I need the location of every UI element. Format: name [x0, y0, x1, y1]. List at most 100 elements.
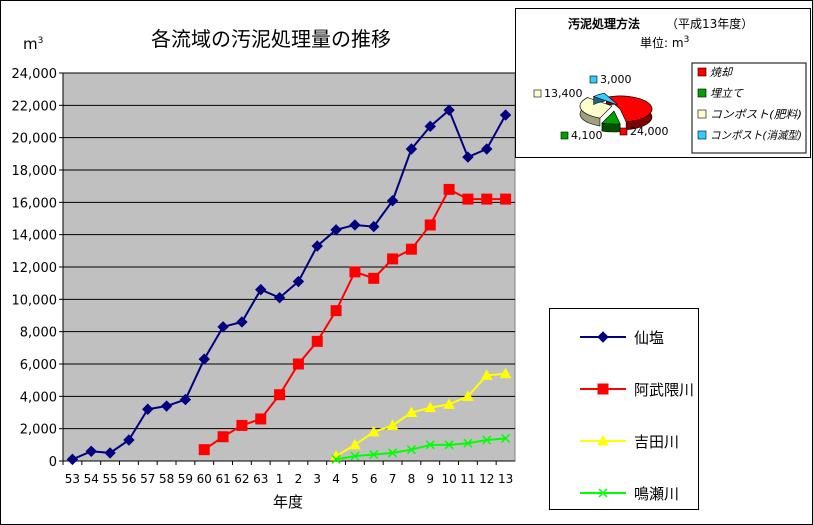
y-tick-label: 16,000 [12, 196, 58, 211]
y-tick-label: 24,000 [12, 67, 58, 82]
data-point-square [349, 266, 361, 278]
data-point-diamond [368, 220, 380, 233]
x-tick-label: 56 [121, 472, 136, 486]
data-point-square [311, 335, 323, 347]
data-point-x-stroke [444, 440, 454, 450]
data-point-diamond [443, 104, 455, 116]
data-point-diamond [273, 292, 286, 304]
y-axis-unit: m3 [23, 35, 44, 53]
data-point-x-stroke [598, 488, 608, 498]
data-point-diamond [330, 224, 342, 236]
x-tick-label: 63 [253, 472, 268, 486]
y-tick-label: 10,000 [12, 293, 58, 308]
data-point-square [198, 444, 210, 456]
x-tick-label: 59 [178, 472, 193, 486]
x-tick-label: 1 [276, 472, 284, 486]
pie-value-label: 13,400 [544, 87, 583, 100]
x-tick-label: 55 [102, 472, 117, 486]
y-tick-label: 8,000 [20, 326, 57, 341]
pie-chart-panel: 汚泥処理方法 （平成13年度） 単位: m3 24,000 4,100 13,400… [515, 8, 811, 158]
x-tick-label: 6 [370, 472, 378, 486]
data-point-square [217, 431, 229, 443]
data-point-x [463, 438, 473, 448]
data-point-diamond [462, 151, 474, 163]
data-point-triangle [597, 434, 609, 446]
data-point-square [236, 419, 248, 431]
pie-slice [579, 97, 613, 119]
pie-legend [691, 62, 807, 154]
data-point-triangle [462, 390, 474, 401]
data-point-x-stroke [388, 448, 398, 458]
x-tick-label: 13 [498, 472, 513, 486]
pie-value-swatch [619, 127, 628, 136]
pie-legend-label: 焼却 [710, 66, 734, 79]
data-point-x-stroke [482, 435, 492, 445]
x-tick-label: 54 [84, 472, 99, 486]
data-point-x-stroke [501, 433, 511, 443]
x-tick-label: 12 [479, 472, 494, 486]
x-tick-label: 2 [295, 472, 303, 486]
x-tick-label: 9 [426, 472, 434, 486]
pie-title: 汚泥処理方法 [568, 17, 641, 31]
data-point-square [274, 389, 286, 401]
data-point-triangle [349, 438, 361, 450]
y-tick-label: 14,000 [12, 229, 58, 244]
data-point-x [388, 448, 398, 458]
data-point-diamond [386, 195, 399, 207]
pie-legend-label: コンポスト(消滅型) [710, 129, 802, 142]
y-tick-label: 4,000 [20, 390, 57, 405]
data-point-diamond [123, 434, 135, 446]
data-point-x [350, 451, 360, 461]
x-tick-label: 5 [351, 472, 359, 486]
data-point-diamond [349, 219, 361, 231]
x-tick-label: 53 [65, 472, 80, 486]
pie-value-swatch [533, 89, 542, 98]
pie-slice [605, 95, 653, 123]
data-point-triangle [424, 401, 437, 413]
data-point-square [481, 193, 493, 205]
legend-label: 阿武隈川 [634, 381, 694, 399]
data-point-square [500, 193, 512, 205]
data-point-triangle [480, 369, 493, 380]
data-point-x [425, 440, 435, 450]
pie-value-swatch [560, 131, 569, 140]
data-point-diamond [85, 445, 97, 458]
legend: 仙塩 阿武隈川 吉田川 鳴瀬川 [549, 308, 699, 510]
data-point-triangle [405, 406, 418, 417]
data-point-x-stroke [331, 454, 341, 464]
data-point-diamond [236, 316, 248, 328]
x-tick-label: 57 [140, 472, 155, 486]
series-line-仙塩 [72, 108, 507, 461]
pie-legend-label: コンポスト(肥料) [710, 108, 802, 121]
pie-slice [592, 92, 619, 106]
x-tick-label: 58 [159, 472, 174, 486]
data-point-x-stroke [406, 445, 416, 455]
y-tick-label: 0 [49, 455, 57, 470]
x-axis-label: 年度 [273, 493, 304, 511]
pie-subtitle: （平成13年度） [666, 17, 754, 31]
y-tick-label: 20,000 [12, 132, 58, 147]
legend-label: 鳴瀬川 [634, 485, 679, 503]
y-tick-label: 6,000 [20, 358, 57, 373]
x-tick-label: 60 [197, 472, 212, 486]
data-point-diamond [142, 403, 154, 415]
data-point-square [330, 305, 342, 317]
x-tick-label: 61 [215, 472, 230, 486]
series-line-吉田川 [335, 372, 506, 458]
data-point-triangle [443, 398, 455, 409]
data-point-x-stroke [350, 451, 360, 461]
data-point-diamond [405, 143, 418, 155]
data-point-diamond [424, 120, 436, 133]
data-point-square [424, 219, 436, 231]
data-point-diamond [179, 393, 192, 406]
data-point-triangle [367, 425, 380, 437]
data-point-x [369, 450, 379, 460]
data-point-square [405, 243, 417, 255]
data-point-triangle [499, 367, 512, 379]
data-point-square [387, 253, 399, 265]
y-tick-label: 12,000 [12, 261, 58, 276]
data-point-diamond [481, 143, 493, 155]
data-point-x [501, 433, 511, 443]
data-point-square [597, 383, 609, 395]
